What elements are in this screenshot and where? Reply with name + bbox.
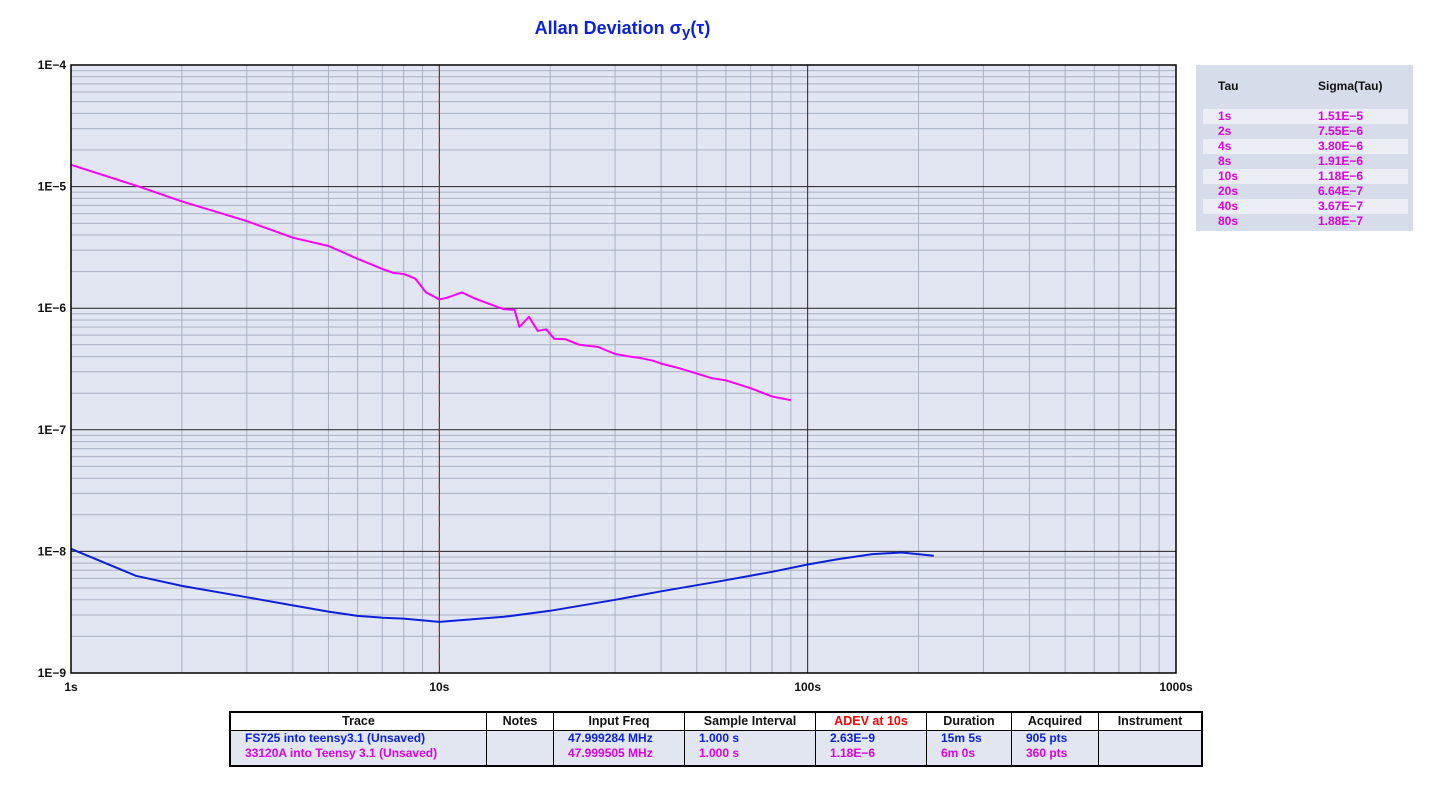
x-tick-label: 10s	[429, 680, 449, 694]
y-tick-label: 1E−9	[38, 666, 67, 680]
tau-sigma-table: Tau Sigma(Tau) 1s 1.51E−5 2s 7.55E−6 4s 3.8…	[1196, 65, 1413, 231]
chart-title: Allan Deviation σy(τ)	[534, 18, 711, 41]
col-instrument: Instrument	[1099, 713, 1201, 765]
trace-name-2[interactable]: 33120A into Teensy 3.1 (Unsaved)	[245, 746, 438, 760]
col-trace: Trace FS725 into teensy3.1 (Unsaved) 331…	[231, 713, 487, 765]
tau-row: 2s 7.55E−6	[1218, 124, 1364, 138]
col-adev: ADEV at 10s 2.63E−9 1.18E−6	[816, 713, 927, 765]
y-tick-label: 1E−6	[38, 301, 67, 315]
series-line-2	[70, 547, 934, 623]
sigma-header: Sigma(Tau)	[1318, 79, 1383, 93]
x-tick-label: 100s	[794, 680, 821, 694]
tau-sigma-rows: 1s 1.51E−5 2s 7.55E−6 4s 3.80E−6 8s 1.91E−6 …	[1203, 109, 1408, 229]
col-notes: Notes	[487, 713, 554, 765]
tau-row: 80s 1.88E−7	[1218, 214, 1364, 228]
col-acquired: Acquired 905 pts 360 pts	[1012, 713, 1099, 765]
tau-row: 8s 1.91E−6	[1218, 154, 1364, 168]
y-tick-label: 1E−5	[38, 180, 67, 194]
trace-name-1[interactable]: FS725 into teensy3.1 (Unsaved)	[245, 731, 426, 745]
tau-row: 10s 1.18E−6	[1203, 169, 1408, 184]
plot-area	[71, 65, 1176, 673]
y-tick-label: 1E−8	[38, 544, 67, 558]
tau-row: 20s 6.64E−7	[1218, 184, 1364, 198]
col-duration: Duration 15m 5s 6m 0s	[927, 713, 1012, 765]
col-input-freq: Input Freq 47.999284 MHz 47.999505 MHz	[554, 713, 685, 765]
trace-summary-table: Trace FS725 into teensy3.1 (Unsaved) 331…	[229, 711, 1203, 767]
y-tick-label: 1E−7	[38, 423, 67, 437]
col-sample-interval: Sample Interval 1.000 s 1.000 s	[685, 713, 816, 765]
plot-border	[70, 64, 1177, 674]
x-tick-label: 1000s	[1159, 680, 1193, 694]
tau-row: 4s 3.80E−6	[1203, 139, 1408, 154]
tau-row: 40s 3.67E−7	[1203, 199, 1408, 214]
tau-row: 1s 1.51E−5	[1203, 109, 1408, 124]
tau-header: Tau	[1218, 79, 1239, 93]
y-tick-label: 1E−4	[38, 58, 67, 72]
series-line-1	[70, 163, 791, 402]
x-tick-label: 1s	[64, 680, 78, 694]
